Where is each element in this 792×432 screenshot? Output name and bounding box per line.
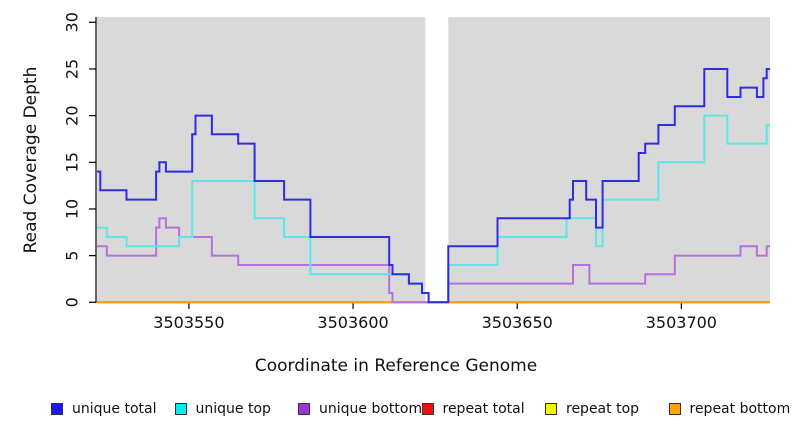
repeat-bottom-swatch-icon bbox=[668, 403, 681, 415]
unique-top-swatch-icon bbox=[174, 403, 187, 415]
svg-text:15: 15 bbox=[63, 152, 82, 172]
legend: unique total unique top unique bottom re… bbox=[51, 401, 792, 417]
svg-text:3503650: 3503650 bbox=[482, 313, 553, 332]
legend-item-unique-bottom: unique bottom bbox=[298, 401, 422, 417]
legend-item-repeat-bottom: repeat bottom bbox=[668, 401, 792, 417]
coverage-plot: 0 5 10 15 20 25 30 3503550 3503600 3503650 3503700 bbox=[63, 12, 770, 332]
svg-text:25: 25 bbox=[63, 59, 82, 79]
svg-text:20: 20 bbox=[63, 105, 82, 125]
svg-text:30: 30 bbox=[63, 12, 82, 32]
legend-label: repeat bottom bbox=[689, 401, 791, 417]
unique-bottom-swatch-icon bbox=[298, 403, 310, 415]
repeat-total-swatch-icon bbox=[421, 403, 434, 415]
legend-item-repeat-top: repeat top bbox=[545, 401, 669, 417]
legend-label: unique total bbox=[72, 401, 157, 417]
legend-label: unique top bbox=[195, 401, 271, 417]
y-axis-title: Read Coverage Depth bbox=[21, 66, 41, 254]
legend-label: unique bottom bbox=[319, 401, 423, 417]
unique-total-swatch-icon bbox=[51, 403, 63, 415]
legend-label: repeat total bbox=[442, 401, 525, 417]
repeat-top-swatch-icon bbox=[545, 403, 557, 415]
svg-text:3503600: 3503600 bbox=[317, 313, 388, 332]
legend-item-unique-total: unique total bbox=[51, 401, 175, 417]
svg-text:0: 0 bbox=[63, 297, 82, 307]
svg-text:10: 10 bbox=[63, 199, 82, 219]
legend-item-unique-top: unique top bbox=[174, 401, 299, 417]
legend-label: repeat top bbox=[566, 401, 640, 417]
x-axis-title: Coordinate in Reference Genome bbox=[254, 356, 538, 376]
svg-text:3503550: 3503550 bbox=[153, 313, 224, 332]
svg-text:3503700: 3503700 bbox=[646, 313, 717, 332]
svg-text:5: 5 bbox=[63, 251, 82, 261]
legend-item-repeat-total: repeat total bbox=[421, 401, 546, 417]
